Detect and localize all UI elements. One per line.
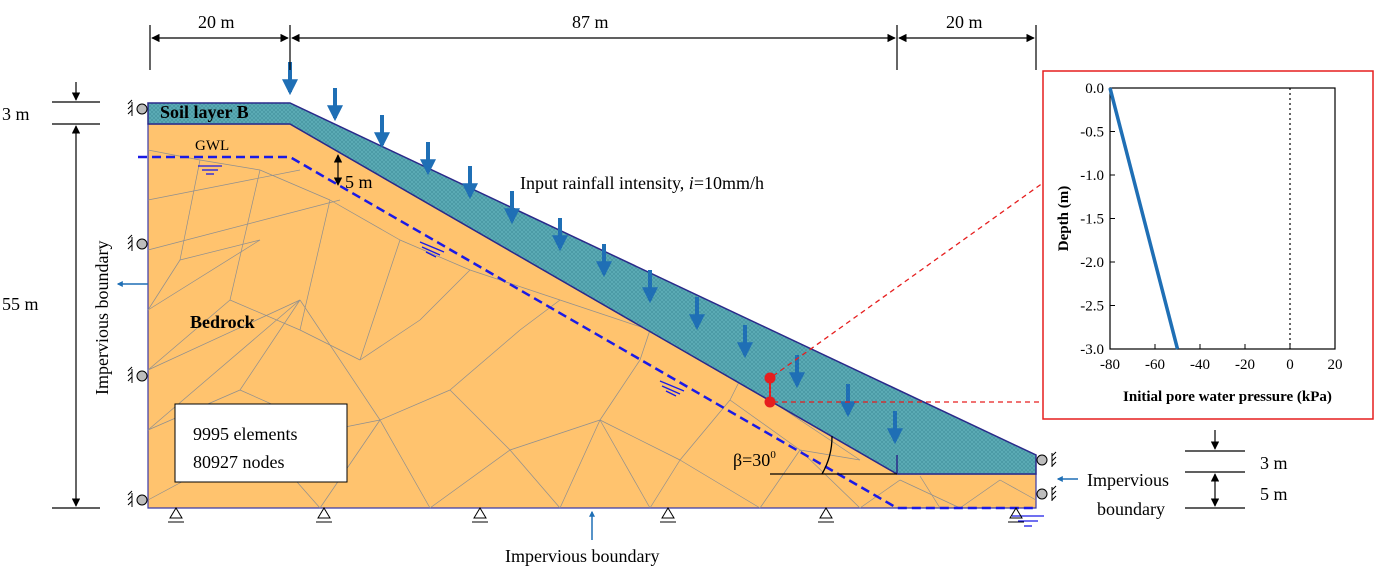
y-tick-label: -3.0	[1080, 342, 1104, 358]
mesh-elements-text: 9995 elements	[193, 424, 297, 444]
left-dimensions	[52, 82, 100, 509]
x-tick-label: -80	[1100, 357, 1120, 373]
dim-top-right: 20 m	[946, 12, 983, 32]
y-tick-label: -1.5	[1080, 212, 1104, 228]
soil-layer-b	[147, 102, 1037, 475]
bottom-pin-supports	[168, 507, 1024, 523]
soil-layer-label: Soil layer B	[160, 102, 249, 122]
left-roller-supports	[127, 99, 148, 507]
dim-right-layer: 3 m	[1260, 453, 1288, 473]
impervious-bottom-label: Impervious boundary	[505, 546, 659, 566]
rainfall-arrows	[282, 62, 903, 445]
dim-left-top: 3 m	[2, 104, 30, 124]
callout-line-1	[772, 164, 1069, 377]
monitor-point-bottom	[764, 396, 776, 408]
impervious-right-label-2: boundary	[1097, 499, 1165, 519]
dim-top-middle: 87 m	[572, 12, 609, 32]
y-tick-label: -2.0	[1080, 255, 1104, 271]
inset-chart-frame	[1042, 70, 1374, 420]
top-dimensions	[149, 25, 1037, 70]
monitor-point-top	[764, 372, 776, 384]
x-tick-label: -60	[1145, 357, 1165, 373]
water-table-symbol-1	[198, 165, 222, 175]
right-dimensions	[1185, 430, 1245, 509]
mesh-lines	[147, 149, 1037, 509]
water-table-symbol-3	[659, 380, 685, 397]
dim-top-left: 20 m	[198, 12, 235, 32]
bedrock-label: Bedrock	[190, 312, 255, 332]
slope-angle-label: β=300	[733, 449, 776, 470]
y-tick-label: -2.5	[1080, 299, 1104, 315]
rainfall-label: Input rainfall intensity, i=10mm/h	[520, 173, 764, 193]
x-tick-label: 20	[1328, 357, 1343, 373]
pore-pressure-chart: -80 -60 -40 -20 0 20 0.0 -0.5 -1.0 -1.5 -2.0 -2.5 -3…	[1056, 81, 1343, 405]
water-table-symbol-4	[1012, 515, 1044, 527]
dim-right-depth: 5 m	[1260, 484, 1288, 504]
y-tick-label: 0.0	[1085, 81, 1104, 97]
y-tick-label: -1.0	[1080, 168, 1104, 184]
mesh-nodes-text: 80927 nodes	[193, 452, 285, 472]
y-tick-label: -0.5	[1080, 125, 1104, 141]
water-table-symbol-2	[419, 241, 445, 258]
gwl-label: GWL	[195, 138, 229, 154]
y-axis-label: Depth (m)	[1056, 186, 1072, 251]
impervious-right-label-1: Impervious	[1087, 470, 1169, 490]
pore-pressure-series-line	[1108, 87, 1180, 350]
mesh-info-box	[174, 403, 348, 483]
x-tick-label: -40	[1190, 357, 1210, 373]
gwl-depth-label: 5 m	[345, 172, 373, 192]
dim-left-height: 55 m	[2, 294, 39, 314]
right-roller-supports	[1036, 451, 1057, 501]
gwl-line	[138, 155, 1036, 510]
x-tick-label: 0	[1286, 357, 1294, 373]
x-tick-label: -20	[1235, 357, 1255, 373]
impervious-left-label: Impervious boundary	[92, 241, 112, 395]
x-axis-label: Initial pore water pressure (kPa)	[1123, 389, 1332, 405]
